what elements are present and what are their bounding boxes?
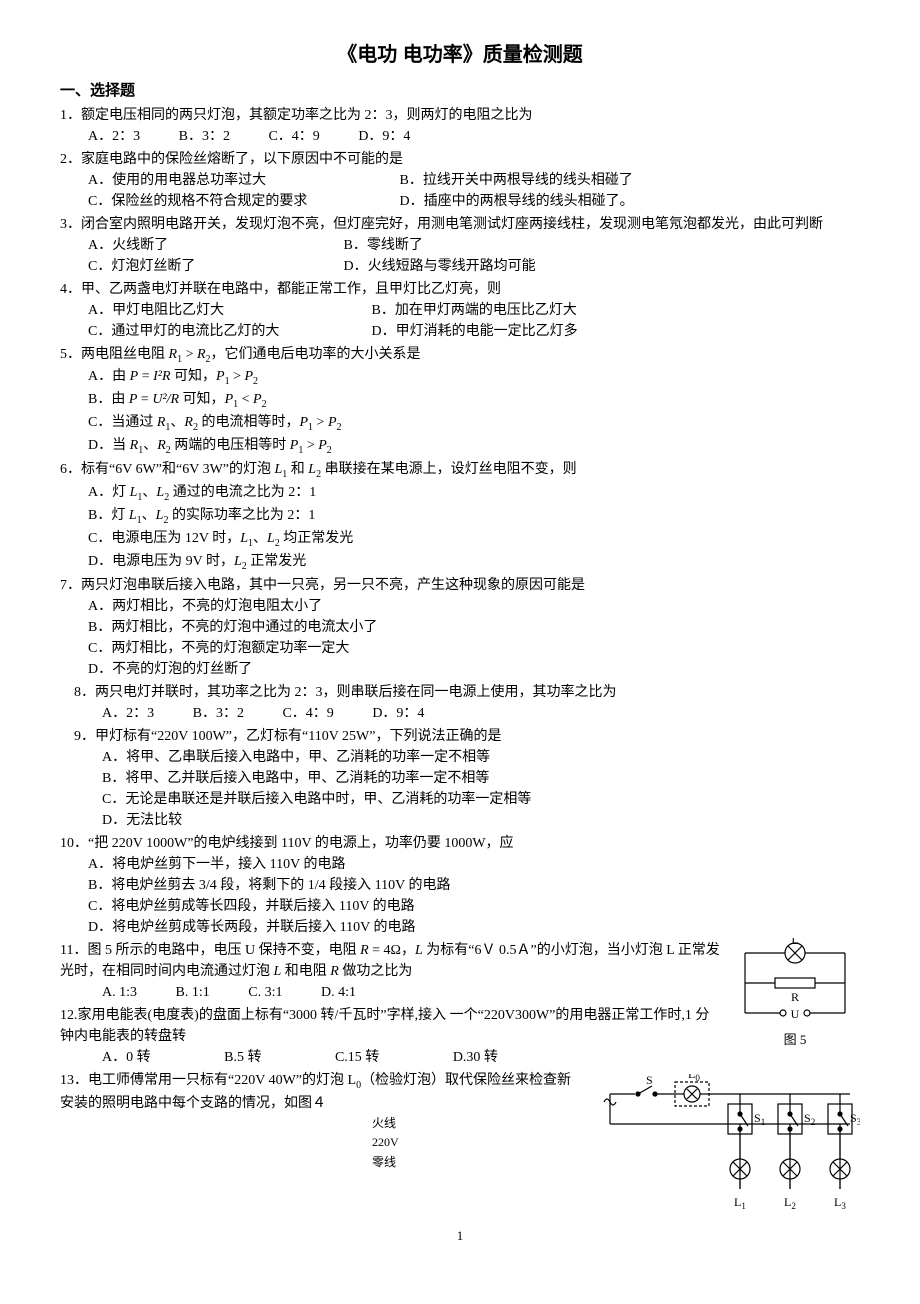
q3-c: C．灯泡灯丝断了 [88, 256, 340, 277]
q1-options: A．2：3 B．3：2 C．4：9 D．9：4 [88, 126, 860, 147]
svg-text:S3: S3 [850, 1111, 860, 1127]
q7-b: B．两灯相比，不亮的灯泡中通过的电流太小了 [88, 617, 860, 638]
q7-options: A．两灯相比，不亮的灯泡电阻太小了 B．两灯相比，不亮的灯泡中通过的电流太小了 … [88, 596, 860, 680]
svg-text:L1: L1 [734, 1195, 746, 1211]
q8-b: B．3：2 [193, 703, 244, 724]
q10-c: C．将电炉丝剪成等长四段，并联后接入 110V 的电路 [88, 896, 860, 917]
question-2: 2．家庭电路中的保险丝熔断了，以下原因中不可能的是 A．使用的用电器总功率过大 … [60, 149, 860, 212]
q9-stem: 9．甲灯标有“220V 100W”，乙灯标有“110V 25W”，下列说法正确的… [74, 726, 860, 747]
q9-d: D．无法比较 [102, 810, 860, 831]
q5-options: A．由 P = I²R 可知，P1 > P2 B．由 P = U²/R 可知，P… [88, 366, 860, 457]
q4-b: B．加在甲灯两端的电压比乙灯大 [372, 303, 577, 318]
svg-text:S1: S1 [754, 1111, 765, 1127]
q4-stem: 4．甲、乙两盏电灯并联在电路中，都能正常工作，且甲灯比乙灯亮，则 [60, 279, 860, 300]
q8-a: A．2：3 [102, 703, 154, 724]
q11-d: D. 4:1 [321, 982, 356, 1003]
q10-options: A．将电炉丝剪下一半，接入 110V 的电路 B．将电炉丝剪去 3/4 段，将剩… [88, 854, 860, 938]
page-title: 《电功 电功率》质量检测题 [60, 40, 860, 70]
svg-text:U: U [791, 1007, 800, 1021]
figure-4: S L0 S1 S2 S3 L1 L2 L3 [590, 1074, 860, 1214]
q7-c: C．两灯相比，不亮的灯泡额定功率一定大 [88, 638, 860, 659]
q3-d: D．火线短路与零线开路均可能 [344, 259, 536, 274]
q5-c: C．当通过 R1、R2 的电流相等时，P1 > P2 [88, 412, 860, 435]
q5-b: B．由 P = U²/R 可知，P1 < P2 [88, 389, 860, 412]
q2-d: D．插座中的两根导线的线头相碰了。 [400, 194, 634, 209]
svg-text:S: S [646, 1074, 653, 1087]
q2-b: B．拉线开关中两根导线的线头相碰了 [400, 173, 633, 188]
q6-c: C．电源电压为 12V 时，L1、L2 均正常发光 [88, 528, 860, 551]
q3-options: A．火线断了 B．零线断了 C．灯泡灯丝断了 D．火线短路与零线开路均可能 [88, 235, 860, 277]
q10-a: A．将电炉丝剪下一半，接入 110V 的电路 [88, 854, 860, 875]
circuit-diagram-icon: S L0 S1 S2 S3 L1 L2 L3 [590, 1074, 860, 1214]
q1-b: B．3：2 [179, 126, 230, 147]
q6-b: B．灯 L1、L2 的实际功率之比为 2：1 [88, 505, 860, 528]
figure-5-caption: 图 5 [730, 1030, 860, 1050]
q2-a: A．使用的用电器总功率过大 [88, 170, 396, 191]
q6-a: A．灯 L1、L2 通过的电流之比为 2：1 [88, 482, 860, 505]
q8-c: C．4：9 [282, 703, 333, 724]
svg-text:L: L [791, 938, 798, 947]
figure-5: L R U 图 5 [730, 938, 860, 1050]
q12-d: D.30 转 [453, 1047, 498, 1068]
q12-b: B.5 转 [224, 1047, 261, 1068]
question-4: 4．甲、乙两盏电灯并联在电路中，都能正常工作，且甲灯比乙灯亮，则 A．甲灯电阻比… [60, 279, 860, 342]
q11-b: B. 1:1 [176, 982, 210, 1003]
svg-text:R: R [791, 990, 799, 1004]
q6-stem: 6．标有“6V 6W”和“6V 3W”的灯泡 L1 和 L2 串联接在某电源上，… [60, 459, 860, 482]
question-3: 3．闭合室内照明电路开关，发现灯泡不亮，但灯座完好，用测电笔测试灯座两接线柱，发… [60, 214, 860, 277]
q12-c: C.15 转 [335, 1047, 379, 1068]
svg-text:L0: L0 [688, 1074, 700, 1083]
q1-c: C．4：9 [268, 126, 319, 147]
q5-stem: 5．两电阻丝电阻 R1 > R2，它们通电后电功率的大小关系是 [60, 344, 860, 367]
q5-a: A．由 P = I²R 可知，P1 > P2 [88, 366, 860, 389]
q3-b: B．零线断了 [344, 238, 423, 253]
page-number: 1 [60, 1226, 860, 1246]
q3-a: A．火线断了 [88, 235, 340, 256]
q7-stem: 7．两只灯泡串联后接入电路，其中一只亮，另一只不亮，产生这种现象的原因可能是 [60, 575, 860, 596]
q11-c: C. 3:1 [248, 982, 282, 1003]
q2-stem: 2．家庭电路中的保险丝熔断了，以下原因中不可能的是 [60, 149, 860, 170]
q6-options: A．灯 L1、L2 通过的电流之比为 2：1 B．灯 L1、L2 的实际功率之比… [88, 482, 860, 573]
question-10: 10．“把 220V 1000W”的电炉线接到 110V 的电源上，功率仍要 1… [60, 833, 860, 938]
section-header: 一、选择题 [60, 80, 860, 103]
question-8: 8．两只电灯并联时，其功率之比为 2：3，则串联后接在同一电源上使用，其功率之比… [74, 682, 860, 724]
q11-a: A. 1:3 [102, 982, 137, 1003]
q4-c: C．通过甲灯的电流比乙灯的大 [88, 321, 368, 342]
q3-stem: 3．闭合室内照明电路开关，发现灯泡不亮，但灯座完好，用测电笔测试灯座两接线柱，发… [60, 214, 860, 235]
q7-a: A．两灯相比，不亮的灯泡电阻太小了 [88, 596, 860, 617]
circuit-diagram-icon: L R U [730, 938, 860, 1028]
q9-c: C．无论是串联还是并联后接入电路中时，甲、乙消耗的功率一定相等 [102, 789, 860, 810]
q1-d: D．9：4 [358, 126, 410, 147]
question-9: 9．甲灯标有“220V 100W”，乙灯标有“110V 25W”，下列说法正确的… [74, 726, 860, 831]
q8-stem: 8．两只电灯并联时，其功率之比为 2：3，则串联后接在同一电源上使用，其功率之比… [74, 682, 860, 703]
q12-a: A．0 转 [102, 1047, 151, 1068]
question-5: 5．两电阻丝电阻 R1 > R2，它们通电后电功率的大小关系是 A．由 P = … [60, 344, 860, 458]
q7-d: D．不亮的灯泡的灯丝断了 [88, 659, 860, 680]
question-7: 7．两只灯泡串联后接入电路，其中一只亮，另一只不亮，产生这种现象的原因可能是 A… [60, 575, 860, 680]
q4-d: D．甲灯消耗的电能一定比乙灯多 [372, 324, 578, 339]
q10-stem: 10．“把 220V 1000W”的电炉线接到 110V 的电源上，功率仍要 1… [60, 833, 860, 854]
q8-options: A．2：3 B．3：2 C．4：9 D．9：4 [102, 703, 860, 724]
q1-stem: 1．额定电压相同的两只灯泡，其额定功率之比为 2：3，则两灯的电阻之比为 [60, 105, 860, 126]
q9-a: A．将甲、乙串联后接入电路中，甲、乙消耗的功率一定不相等 [102, 747, 860, 768]
q9-b: B．将甲、乙并联后接入电路中，甲、乙消耗的功率一定不相等 [102, 768, 860, 789]
q4-options: A．甲灯电阻比乙灯大 B．加在甲灯两端的电压比乙灯大 C．通过甲灯的电流比乙灯的… [88, 300, 860, 342]
svg-text:L3: L3 [834, 1195, 846, 1211]
question-1: 1．额定电压相同的两只灯泡，其额定功率之比为 2：3，则两灯的电阻之比为 A．2… [60, 105, 860, 147]
svg-text:S2: S2 [804, 1111, 815, 1127]
q12-options: A．0 转 B.5 转 C.15 转 D.30 转 [102, 1047, 860, 1068]
q1-a: A．2：3 [88, 126, 140, 147]
q2-c: C．保险丝的规格不符合规定的要求 [88, 191, 396, 212]
q4-a: A．甲灯电阻比乙灯大 [88, 300, 368, 321]
q9-options: A．将甲、乙串联后接入电路中，甲、乙消耗的功率一定不相等 B．将甲、乙并联后接入… [102, 747, 860, 831]
q5-d: D．当 R1、R2 两端的电压相等时 P1 > P2 [88, 435, 860, 458]
q8-d: D．9：4 [372, 703, 424, 724]
svg-text:L2: L2 [784, 1195, 796, 1211]
q10-b: B．将电炉丝剪去 3/4 段，将剩下的 1/4 段接入 110V 的电路 [88, 875, 860, 896]
question-6: 6．标有“6V 6W”和“6V 3W”的灯泡 L1 和 L2 串联接在某电源上，… [60, 459, 860, 573]
q2-options: A．使用的用电器总功率过大 B．拉线开关中两根导线的线头相碰了 C．保险丝的规格… [88, 170, 860, 212]
q6-d: D．电源电压为 9V 时，L2 正常发光 [88, 551, 860, 574]
q10-d: D．将电炉丝剪成等长两段，并联后接入 110V 的电路 [88, 917, 860, 938]
